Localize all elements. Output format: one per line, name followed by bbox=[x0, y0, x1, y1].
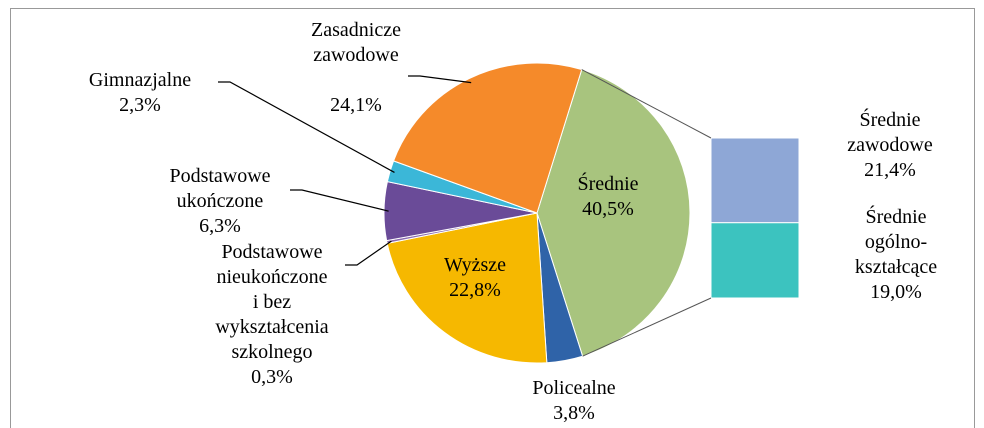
connector-line bbox=[581, 69, 712, 139]
slice-label: Gimnazjalne bbox=[88, 69, 192, 91]
slice-value-label: 0,3% bbox=[251, 366, 293, 388]
slice-label: Średnie bbox=[577, 173, 639, 195]
slice-value-label: 2,3% bbox=[119, 94, 161, 116]
slice-label: Podstawowe nieukończone i bez wykształce… bbox=[215, 241, 329, 363]
leader-line bbox=[345, 240, 392, 266]
connector-line bbox=[582, 297, 712, 357]
leader-line bbox=[218, 81, 395, 173]
slice-value-label: 40,5% bbox=[582, 198, 634, 220]
slice-label: Zasadnicze zawodowe bbox=[311, 19, 401, 66]
slice-value-label: 24,1% bbox=[330, 94, 382, 116]
breakdown-bar bbox=[710, 222, 800, 299]
slice-value-label: 22,8% bbox=[449, 279, 501, 301]
pie-slice bbox=[392, 62, 583, 214]
slice-label: Policealne bbox=[532, 377, 616, 399]
slice-label: Wyższe bbox=[443, 254, 507, 276]
pie-slice bbox=[536, 68, 691, 357]
breakdown-bar bbox=[710, 137, 800, 224]
leader-line bbox=[408, 75, 472, 84]
bar-label: Średnie zawodowe bbox=[847, 109, 933, 156]
slice-value-label: 3,8% bbox=[553, 402, 595, 424]
bar-value-label: 19,0% bbox=[870, 281, 922, 303]
bar-value-label: 21,4% bbox=[864, 159, 916, 181]
bar-label: Średnie ogólno- kształcące bbox=[854, 206, 938, 278]
leader-line bbox=[290, 189, 389, 212]
slice-label: Podstawowe ukończone bbox=[169, 165, 271, 212]
slice-value-label: 6,3% bbox=[199, 215, 241, 237]
pie-slice bbox=[386, 212, 548, 364]
